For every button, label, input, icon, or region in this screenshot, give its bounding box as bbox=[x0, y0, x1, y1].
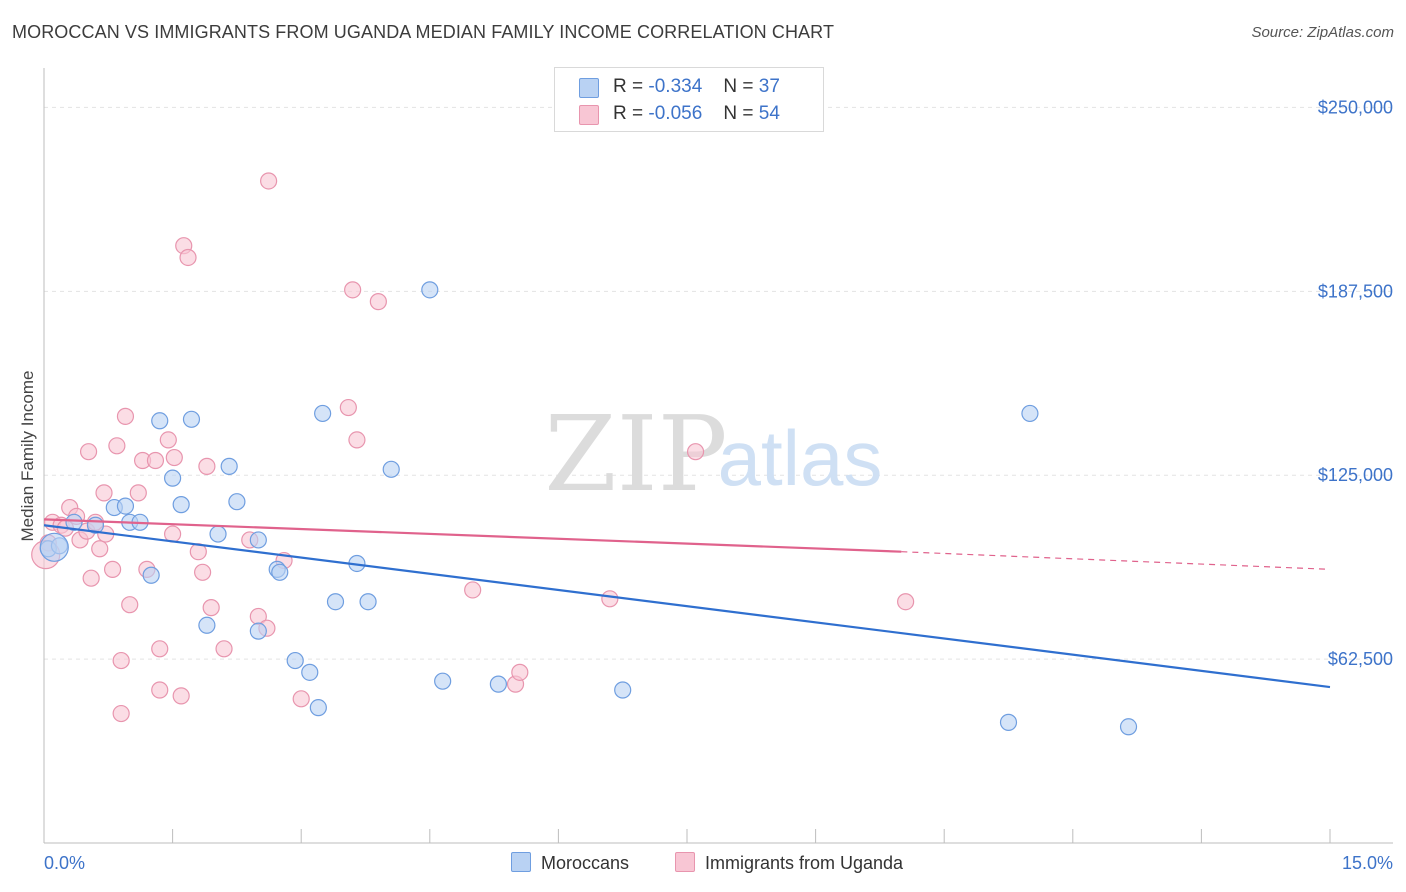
point-moroccans bbox=[489, 675, 507, 693]
point-moroccans bbox=[220, 457, 238, 475]
n-value-uganda: 54 bbox=[758, 103, 780, 124]
point-moroccans bbox=[286, 651, 304, 670]
point-moroccans bbox=[301, 663, 319, 681]
r-value-moroccans: -0.334 bbox=[648, 76, 703, 97]
point-moroccans bbox=[39, 532, 69, 562]
legend-item-moroccans[interactable]: Moroccans bbox=[511, 852, 629, 874]
point-uganda bbox=[112, 704, 130, 723]
point-uganda bbox=[202, 599, 220, 617]
r-label: R = bbox=[613, 103, 644, 124]
point-uganda bbox=[215, 640, 233, 658]
point-uganda bbox=[146, 451, 165, 470]
point-uganda bbox=[179, 248, 197, 267]
r-value-uganda: -0.056 bbox=[648, 103, 703, 124]
chart-title: MOROCCAN VS IMMIGRANTS FROM UGANDA MEDIA… bbox=[12, 22, 835, 42]
point-moroccans bbox=[421, 281, 439, 299]
point-moroccans bbox=[65, 513, 83, 531]
point-uganda bbox=[82, 569, 100, 587]
point-moroccans bbox=[314, 404, 332, 423]
trend-line-uganda-extension bbox=[901, 551, 1331, 570]
point-uganda bbox=[194, 563, 212, 581]
point-uganda bbox=[198, 457, 216, 475]
point-uganda bbox=[159, 431, 177, 449]
y-tick-label: $250,000 bbox=[1318, 97, 1393, 117]
n-label: N = bbox=[723, 103, 754, 124]
point-uganda bbox=[165, 448, 183, 467]
point-moroccans bbox=[164, 469, 182, 487]
point-uganda bbox=[464, 581, 482, 599]
point-moroccans bbox=[359, 593, 377, 611]
point-uganda bbox=[103, 560, 122, 578]
point-uganda bbox=[95, 484, 113, 502]
point-moroccans bbox=[151, 412, 169, 430]
point-moroccans bbox=[116, 497, 135, 515]
n-value-moroccans: 37 bbox=[758, 76, 780, 97]
point-moroccans bbox=[182, 410, 201, 428]
point-moroccans bbox=[382, 460, 400, 478]
point-uganda bbox=[151, 640, 169, 658]
point-moroccans bbox=[614, 681, 632, 699]
stats-legend: R = -0.334 N = 37 R = -0.056 N = 54 bbox=[554, 67, 824, 132]
point-moroccans bbox=[172, 496, 190, 514]
axes bbox=[43, 68, 1393, 844]
point-uganda bbox=[601, 590, 619, 608]
y-axis-title: Median Family Income bbox=[18, 370, 37, 541]
y-tick-label: $187,500 bbox=[1318, 281, 1393, 301]
point-moroccans bbox=[434, 672, 452, 690]
point-moroccans bbox=[326, 593, 345, 611]
uganda-legend-swatch bbox=[675, 852, 695, 872]
watermark: ZIP atlas bbox=[544, 393, 882, 515]
point-moroccans bbox=[249, 531, 267, 549]
legend-item-uganda[interactable]: Immigrants from Uganda bbox=[675, 852, 903, 874]
point-uganda bbox=[129, 484, 147, 502]
series-moroccans-points bbox=[39, 281, 1138, 736]
point-moroccans bbox=[209, 525, 227, 543]
point-uganda bbox=[151, 681, 169, 699]
gridlines bbox=[44, 106, 1393, 660]
point-uganda bbox=[348, 431, 366, 449]
trend-lines bbox=[43, 518, 1331, 689]
point-uganda bbox=[339, 398, 357, 417]
point-moroccans bbox=[142, 566, 160, 584]
r-label: R = bbox=[613, 76, 644, 97]
point-uganda bbox=[116, 407, 135, 425]
point-moroccans bbox=[1021, 404, 1039, 423]
point-uganda bbox=[344, 281, 362, 299]
legend-label-moroccans: Moroccans bbox=[541, 853, 630, 873]
point-uganda bbox=[112, 651, 130, 670]
point-moroccans bbox=[1119, 718, 1138, 736]
y-tick-label: $62,500 bbox=[1328, 649, 1393, 669]
point-moroccans bbox=[228, 493, 246, 511]
source-label: Source: ZipAtlas.com bbox=[1251, 24, 1394, 41]
watermark-atlas: atlas bbox=[718, 414, 883, 502]
point-moroccans bbox=[271, 563, 289, 581]
point-uganda bbox=[511, 663, 529, 681]
point-moroccans bbox=[999, 713, 1018, 731]
n-label: N = bbox=[723, 76, 754, 97]
point-uganda bbox=[121, 596, 139, 614]
point-uganda bbox=[108, 437, 126, 455]
trend-line-uganda bbox=[43, 518, 902, 553]
uganda-swatch bbox=[579, 105, 599, 125]
moroccans-swatch bbox=[579, 78, 599, 98]
point-uganda bbox=[79, 443, 98, 461]
point-uganda bbox=[91, 540, 109, 558]
point-uganda bbox=[369, 293, 387, 311]
x-tick-label-max: 15.0% bbox=[1342, 853, 1393, 873]
point-moroccans bbox=[198, 616, 216, 634]
point-uganda bbox=[686, 443, 705, 461]
x-tick-label-min: 0.0% bbox=[44, 853, 85, 873]
point-moroccans bbox=[309, 699, 327, 717]
point-uganda bbox=[292, 690, 310, 708]
y-tick-label: $125,000 bbox=[1318, 465, 1393, 485]
point-uganda bbox=[897, 593, 915, 611]
point-moroccans bbox=[249, 622, 267, 640]
y-tick-labels: $62,500 $125,000 $187,500 $250,000 bbox=[1318, 97, 1393, 669]
moroccans-legend-swatch bbox=[511, 852, 531, 872]
legend-label-uganda: Immigrants from Uganda bbox=[705, 853, 904, 873]
point-uganda bbox=[172, 687, 190, 705]
trend-line-moroccans bbox=[43, 524, 1331, 689]
point-uganda bbox=[260, 172, 278, 190]
